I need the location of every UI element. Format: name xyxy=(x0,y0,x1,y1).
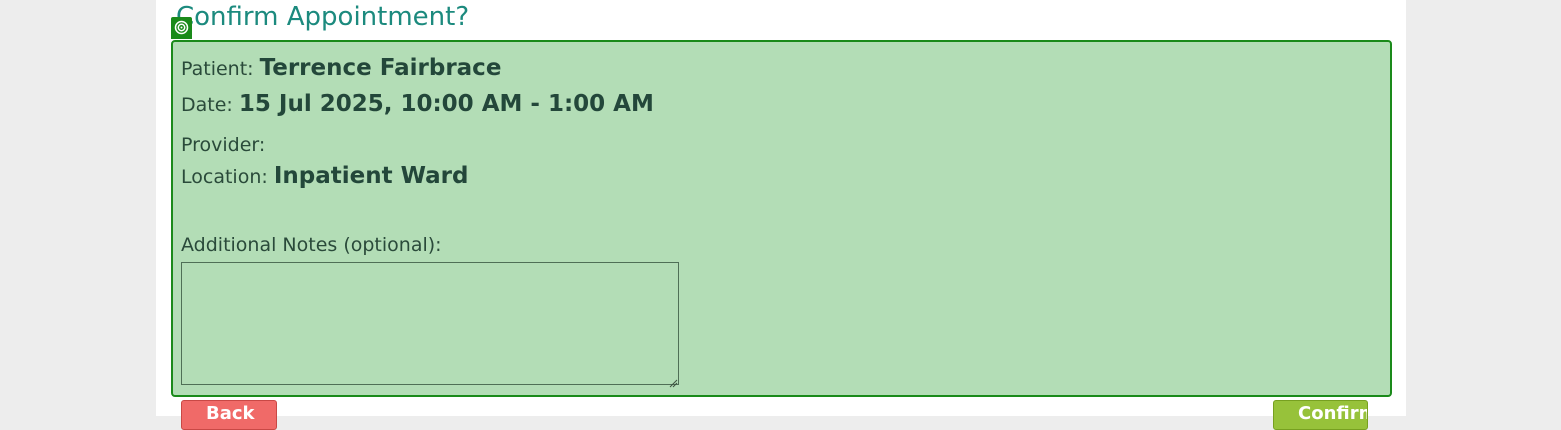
location-value: Inpatient Ward xyxy=(273,163,469,189)
target-icon xyxy=(171,20,192,35)
confirm-button[interactable]: Confirm xyxy=(1273,400,1368,430)
panel-badge xyxy=(171,17,192,39)
notes-textarea[interactable] xyxy=(181,262,679,385)
patient-value: Terrence Fairbrace xyxy=(259,55,502,81)
resize-grip-icon[interactable] xyxy=(668,373,678,388)
date-label: Date: xyxy=(181,94,233,116)
back-button[interactable]: Back xyxy=(181,400,277,430)
location-row: Location: Inpatient Ward xyxy=(181,163,468,189)
patient-label: Patient: xyxy=(181,58,254,80)
notes-label: Additional Notes (optional): xyxy=(181,234,442,256)
dialog-title: Confirm Appointment? xyxy=(176,2,470,32)
provider-row: Provider: xyxy=(181,131,265,157)
date-value: 15 Jul 2025, 10:00 AM - 1:00 AM xyxy=(238,91,654,117)
provider-label: Provider: xyxy=(181,134,266,156)
patient-row: Patient: Terrence Fairbrace xyxy=(181,55,501,81)
location-label: Location: xyxy=(181,166,268,188)
date-row: Date: 15 Jul 2025, 10:00 AM - 1:00 AM xyxy=(181,91,654,117)
